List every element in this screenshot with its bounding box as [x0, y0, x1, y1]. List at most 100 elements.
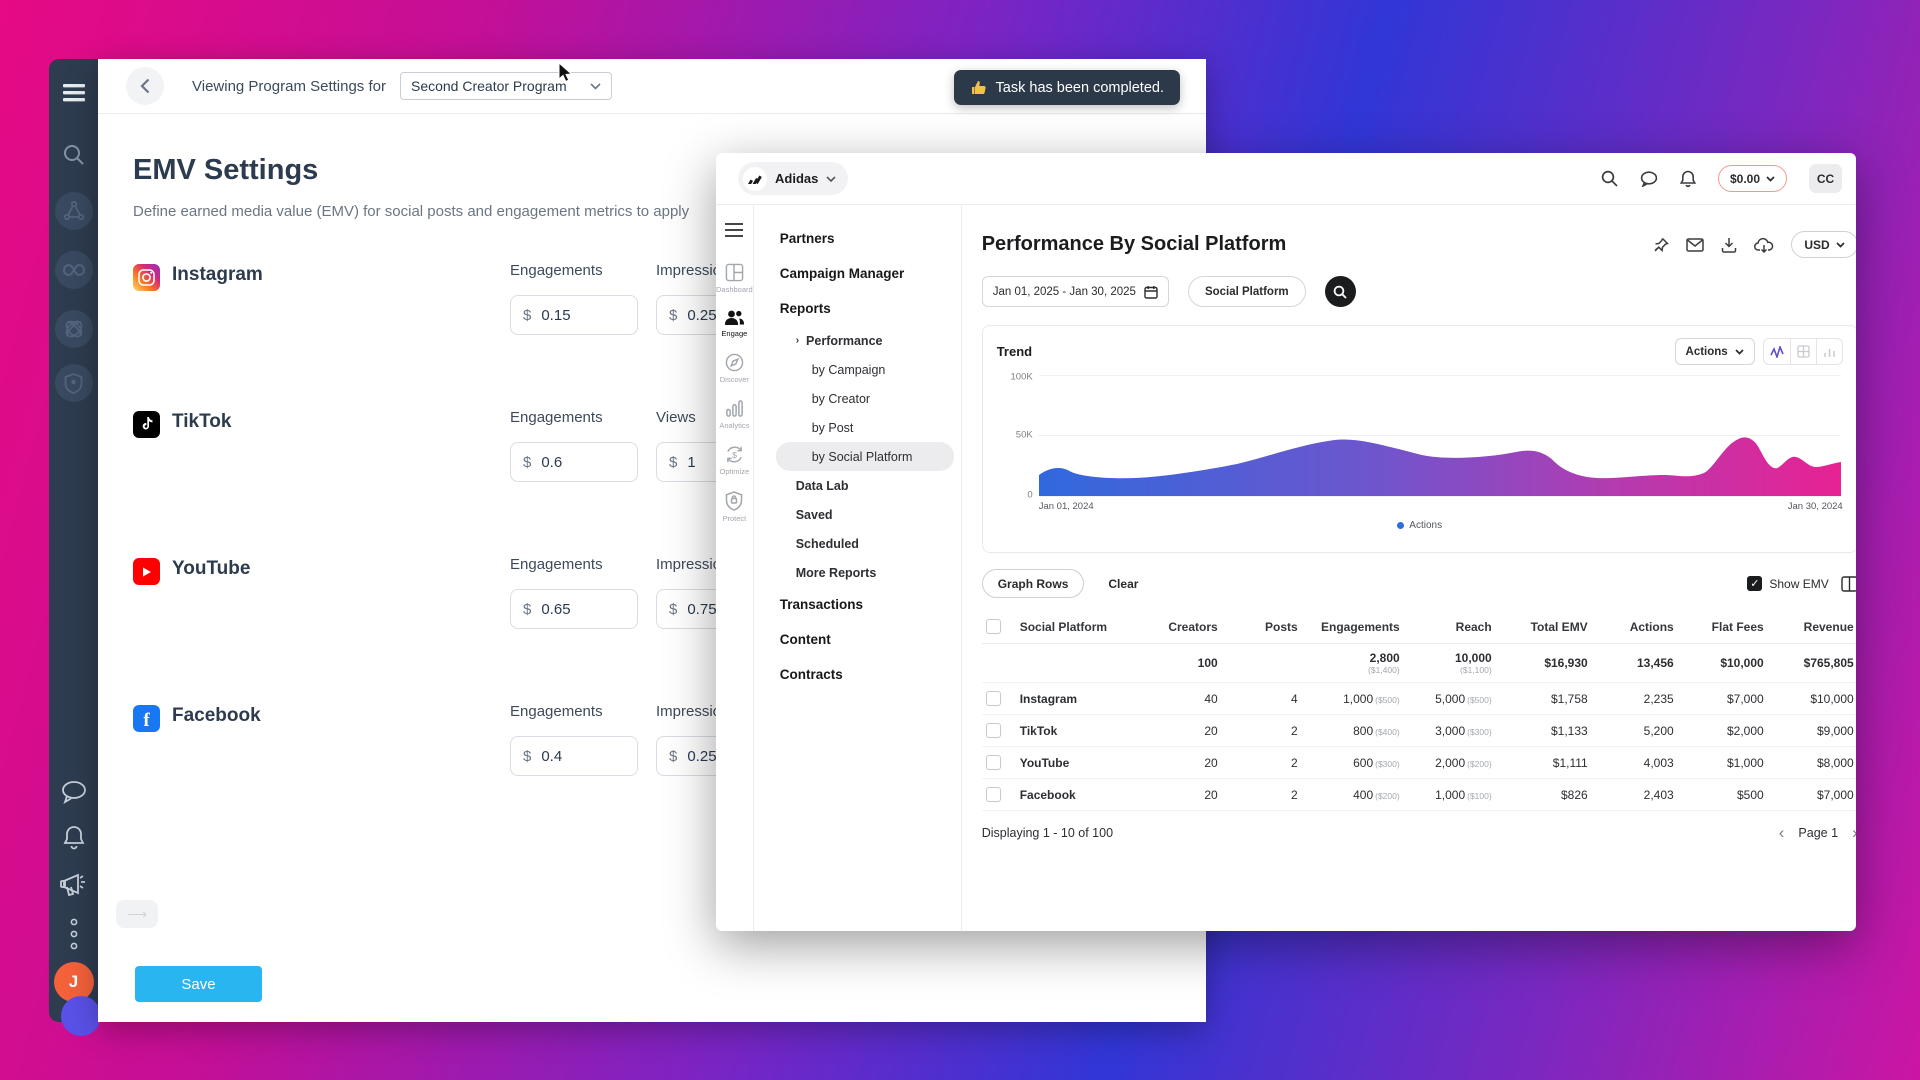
x-axis-end: Jan 30, 2024: [1787, 501, 1843, 512]
program-select[interactable]: Second Creator Program: [399, 72, 612, 100]
intercom-bubble[interactable]: [61, 996, 101, 1036]
select-all-checkbox[interactable]: [985, 619, 1001, 634]
emv-input[interactable]: [541, 453, 612, 471]
sidebar-shield-button[interactable]: [49, 364, 98, 402]
user-avatar[interactable]: J: [49, 961, 98, 1003]
sidebar-network-button[interactable]: [49, 192, 98, 230]
sidebar-chat-button[interactable]: [49, 777, 98, 807]
menu-item-by-post[interactable]: by Post: [780, 413, 953, 442]
emv-input[interactable]: [541, 306, 612, 324]
sidebar-atom-button[interactable]: [49, 310, 98, 348]
cell-posts-link[interactable]: 2: [1221, 714, 1302, 747]
run-search-button[interactable]: [1324, 276, 1356, 307]
sidebar-menu-button[interactable]: [49, 79, 98, 107]
columns-icon[interactable]: [1841, 575, 1856, 592]
cell-creators-link[interactable]: 20: [1133, 714, 1222, 747]
notifications-icon[interactable]: [1679, 170, 1696, 188]
date-range-picker[interactable]: Jan 01, 2025 - Jan 30, 2025: [981, 276, 1169, 307]
toast-text: Task has been completed.: [995, 79, 1164, 96]
rail-item-analytics[interactable]: Analytics: [719, 399, 749, 430]
menu-item-campaign-manager[interactable]: Campaign Manager: [780, 256, 953, 291]
rail-item-dashboard[interactable]: Dashboard: [716, 263, 753, 294]
user-initials-badge[interactable]: CC: [1809, 164, 1842, 193]
menu-item-performance[interactable]: › Performance: [780, 326, 953, 355]
show-emv-checkbox[interactable]: ✓ Show EMV: [1747, 576, 1829, 591]
row-checkbox[interactable]: [985, 787, 1001, 802]
menu-item-transactions[interactable]: Transactions: [780, 587, 953, 622]
row-checkbox[interactable]: [985, 691, 1001, 706]
rail-item-engage[interactable]: Engage: [721, 309, 747, 338]
rail-item-discover[interactable]: Discover: [720, 353, 749, 384]
rail-menu-button[interactable]: [725, 223, 744, 237]
engage-icon: [724, 310, 744, 325]
menu-item-scheduled[interactable]: Scheduled: [780, 529, 953, 558]
cell-total-emv: $826: [1495, 778, 1592, 811]
col-posts[interactable]: Posts: [1221, 610, 1302, 644]
menu-item-data-lab[interactable]: Data Lab: [780, 471, 953, 500]
col-flat-fees[interactable]: Flat Fees: [1677, 610, 1768, 644]
currency-dropdown[interactable]: USD: [1791, 231, 1856, 258]
facebook-icon: f: [133, 705, 160, 732]
col-creators[interactable]: Creators: [1133, 610, 1222, 644]
menu-item-by-creator[interactable]: by Creator: [780, 384, 953, 413]
instagram-icon: [133, 264, 160, 291]
emv-input[interactable]: [541, 747, 612, 765]
col-engagements[interactable]: Engagements: [1301, 610, 1404, 644]
rail-item-protect[interactable]: Protect: [722, 491, 746, 523]
back-button[interactable]: [126, 67, 164, 105]
menu-item-contracts[interactable]: Contracts: [780, 657, 953, 692]
actions-metric-dropdown[interactable]: Actions: [1674, 338, 1755, 365]
menu-item-by-social-platform[interactable]: by Social Platform: [775, 442, 954, 471]
cell-creators-link[interactable]: 20: [1133, 778, 1222, 811]
col-revenue[interactable]: Revenue: [1767, 610, 1856, 644]
viewing-label: Viewing Program Settings for: [192, 77, 386, 95]
menu-item-by-campaign[interactable]: by Campaign: [780, 355, 953, 384]
graph-rows-button[interactable]: Graph Rows: [981, 569, 1085, 598]
balance-dropdown[interactable]: $0.00: [1717, 165, 1787, 192]
prev-page-button[interactable]: ‹: [1778, 823, 1785, 842]
table-row-tiktok: TikTok 20 2 800 ($400) 3,000 ($300) $1,133…: [981, 714, 1856, 747]
row-checkbox[interactable]: [985, 723, 1001, 738]
row-checkbox[interactable]: [985, 755, 1001, 770]
cell-creators-link[interactable]: 20: [1133, 746, 1222, 779]
menu-item-more-reports[interactable]: More Reports: [780, 558, 953, 587]
rail-item-optimize[interactable]: $ Optimize: [720, 445, 749, 476]
col-total-emv[interactable]: Total EMV: [1495, 610, 1592, 644]
menu-item-partners[interactable]: Partners: [780, 221, 953, 256]
emv-input[interactable]: [541, 600, 612, 618]
cloud-download-icon[interactable]: [1754, 237, 1774, 253]
sidebar-search-button[interactable]: [49, 141, 98, 169]
sidebar-notifications-button[interactable]: [49, 822, 98, 852]
col-actions[interactable]: Actions: [1591, 610, 1678, 644]
sidebar-more-button[interactable]: [49, 917, 98, 951]
line-chart-toggle[interactable]: [1764, 339, 1790, 364]
table-toggle[interactable]: [1789, 339, 1816, 364]
currency-prefix: $: [669, 600, 678, 618]
sidebar-infinity-button[interactable]: [49, 251, 98, 289]
bar-chart-toggle[interactable]: [1815, 339, 1842, 364]
next-page-button[interactable]: ›: [1852, 824, 1856, 841]
download-icon[interactable]: [1721, 237, 1737, 253]
sidebar-announcements-button[interactable]: [49, 869, 98, 901]
search-icon[interactable]: [1601, 170, 1618, 187]
cell-posts-link[interactable]: 2: [1221, 746, 1302, 779]
clear-button[interactable]: Clear: [1108, 577, 1138, 591]
collapsed-hint-pill[interactable]: ⟶: [116, 900, 158, 928]
cell-posts-link[interactable]: 4: [1221, 682, 1302, 715]
col-social-platform[interactable]: Social Platform: [1015, 610, 1134, 644]
currency-prefix: $: [669, 747, 678, 765]
col-reach[interactable]: Reach: [1403, 610, 1496, 644]
save-button[interactable]: Save: [135, 966, 262, 1002]
email-icon[interactable]: [1686, 237, 1705, 252]
menu-item-saved[interactable]: Saved: [780, 500, 953, 529]
messages-icon[interactable]: [1640, 170, 1658, 187]
cell-creators-link[interactable]: 40: [1133, 682, 1222, 715]
total-creators: 100: [1133, 643, 1222, 683]
social-platform-filter[interactable]: Social Platform: [1187, 276, 1306, 307]
cell-posts-link[interactable]: 2: [1221, 778, 1302, 811]
menu-item-reports[interactable]: Reports: [780, 291, 953, 326]
emv-app-sidebar: J: [49, 59, 101, 1036]
menu-item-content[interactable]: Content: [780, 622, 953, 657]
pin-icon[interactable]: [1653, 237, 1670, 253]
brand-switcher[interactable]: Adidas: [738, 162, 849, 195]
